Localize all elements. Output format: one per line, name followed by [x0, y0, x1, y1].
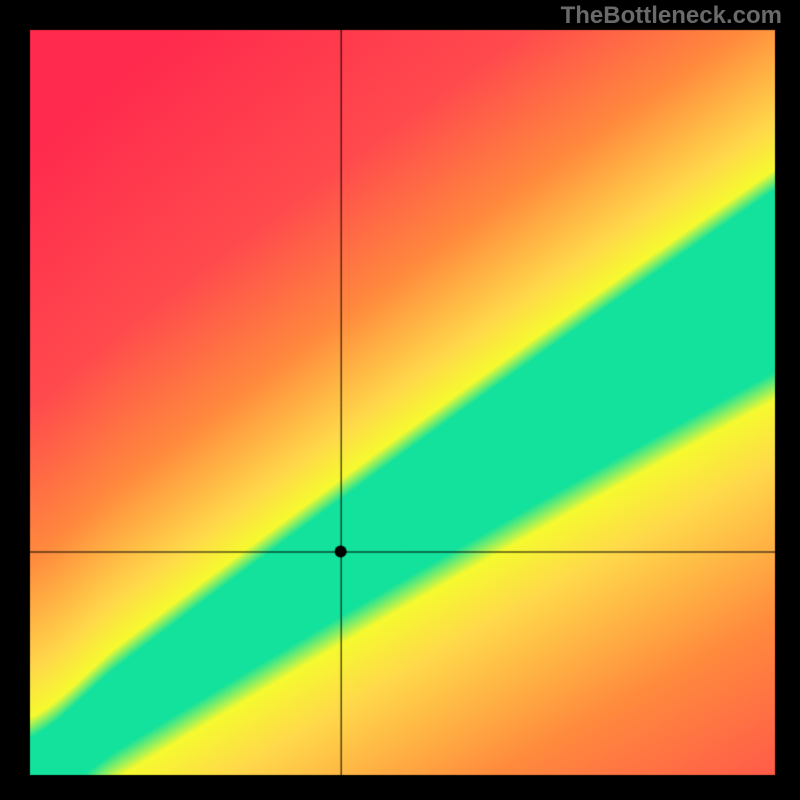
watermark-text: TheBottleneck.com	[561, 2, 782, 30]
bottleneck-heatmap	[0, 0, 800, 800]
chart-container: TheBottleneck.com	[0, 0, 800, 800]
